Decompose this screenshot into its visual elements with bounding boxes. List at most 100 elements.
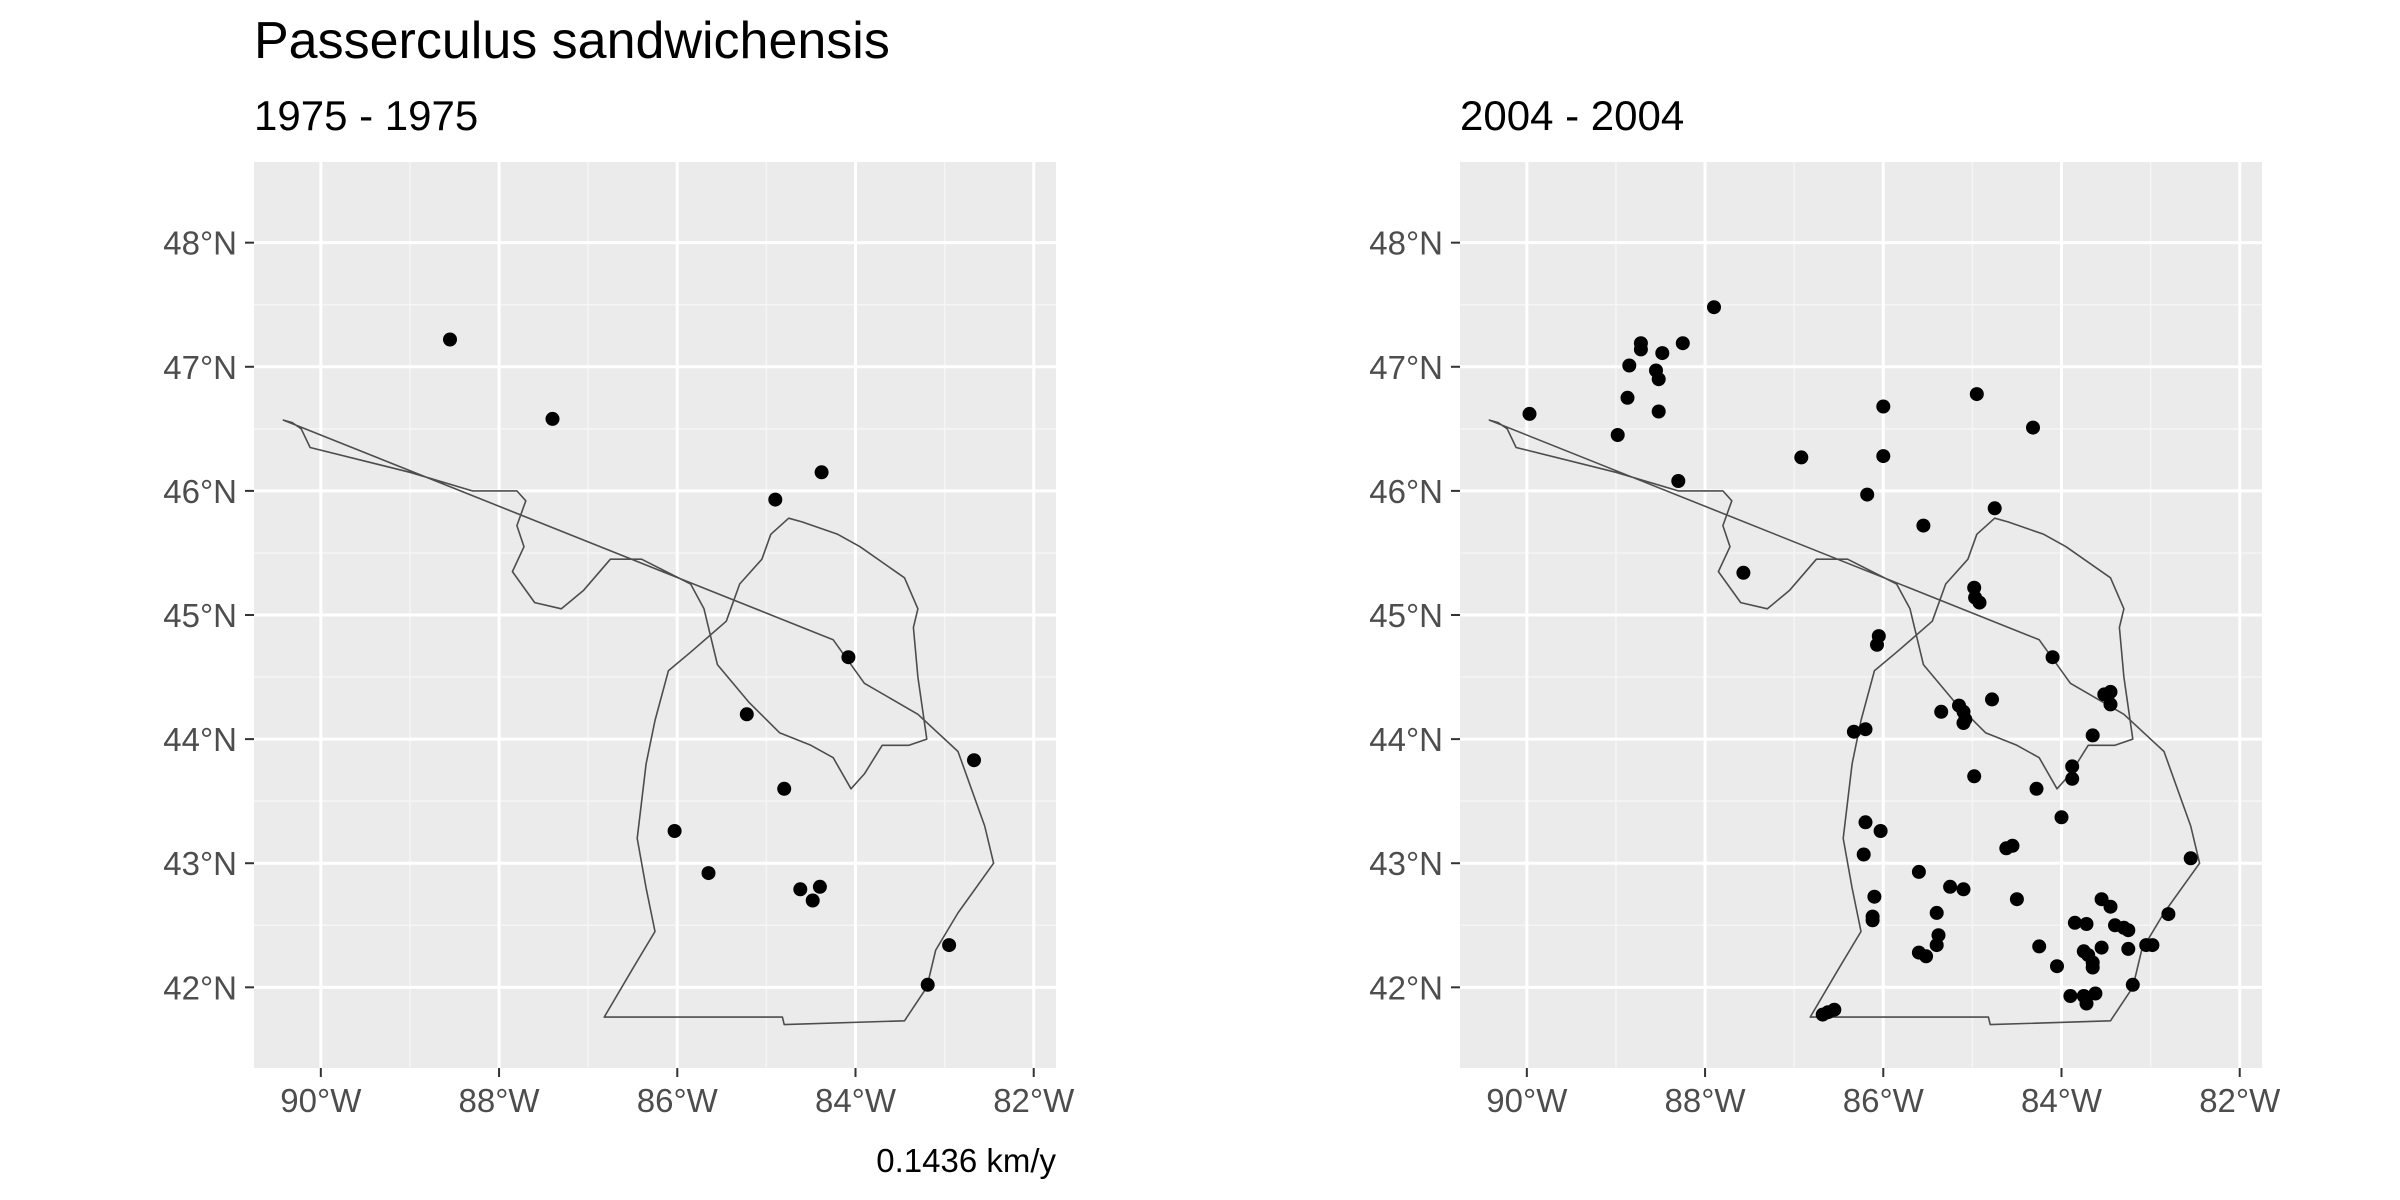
observation-point [1916,518,1931,533]
y-tick-label: 46°N [1369,473,1443,510]
observation-point [2079,996,2094,1011]
observation-point [1858,815,1873,830]
observation-point [2094,940,2109,955]
observation-point [1620,390,1635,405]
observation-point [1622,358,1637,373]
observation-point [1876,399,1891,414]
observation-point [1873,824,1888,838]
observation-point [1860,487,1875,502]
observation-point [777,781,792,796]
observation-point [2032,939,2047,954]
panel-1975: 1975 - 1975 90°W 88°W 86°W 84°W 82°W 42°N 43°N… [163,92,1075,1119]
observation-point [2067,915,2082,930]
y-tick-label: 46°N [163,473,237,510]
panel-2004: 2004 - 2004 90°W 88°W 86°W 84°W 82°W 42°N 43°N… [1369,92,2281,1119]
panel-subtitle: 2004 - 2004 [1460,92,1684,139]
observation-point [2054,810,2069,825]
observation-point [1867,889,1882,904]
x-tick-label: 88°W [459,1082,541,1119]
observation-point [2145,938,2160,953]
observation-point [739,707,754,722]
observation-point [1972,595,1987,610]
observation-point [2088,986,2103,1001]
observation-point [2026,420,2040,435]
observation-point [805,893,820,908]
observation-point [545,411,560,426]
y-tick-label: 48°N [163,225,237,262]
state-boundary [282,419,995,1026]
observation-point [1919,949,1934,964]
observation-point [2103,697,2118,712]
observation-point [443,332,457,347]
x-tick-label: 86°W [637,1082,719,1119]
y-tick-label: 47°N [1369,349,1443,386]
observation-point [2183,851,2198,866]
observation-point [1956,882,1971,897]
y-tick-label: 45°N [163,597,237,634]
observation-point [967,753,981,768]
x-tick-label: 82°W [2199,1082,2281,1119]
observation-point [1522,406,1537,421]
observation-point [1651,404,1666,419]
observation-point [701,866,716,881]
observation-point [2121,923,2136,938]
caption: 0.1436 km/y [876,1142,1056,1179]
observation-point [1956,716,1971,730]
observation-point [2103,899,2118,914]
y-tick-label: 47°N [163,349,237,386]
observation-point [2065,771,2080,786]
x-tick-label: 90°W [280,1082,362,1119]
y-tick-label: 42°N [1369,969,1443,1006]
observation-point [1610,428,1625,442]
observation-point [1911,864,1926,879]
observation-point [2079,917,2094,931]
observation-point [2085,728,2100,743]
observation-point [1827,1002,1842,1017]
observation-point [2121,941,2136,956]
observation-point [1967,769,1982,784]
observation-point [2161,907,2176,922]
y-tick-label: 44°N [163,721,237,758]
observation-point [812,879,827,894]
observation-point [1675,336,1690,351]
x-tick-label: 84°W [2021,1082,2103,1119]
observation-point [1929,905,1944,920]
x-tick-label: 84°W [815,1082,897,1119]
observation-point [2005,838,2020,853]
x-tick-label: 88°W [1665,1082,1747,1119]
observation-point [1865,913,1880,928]
panel-subtitle: 1975 - 1975 [254,92,478,139]
observation-point [2045,650,2060,665]
observation-point [2009,892,2024,907]
observation-point [1987,501,2002,516]
observation-point [1858,722,1873,737]
y-tick-label: 44°N [1369,721,1443,758]
observation-point [793,882,808,897]
observation-point [1876,449,1891,464]
observation-point [1985,692,1999,707]
observation-point [1736,565,1751,580]
y-tick-label: 48°N [1369,225,1443,262]
y-tick-label: 42°N [163,969,237,1006]
observation-point [841,650,856,665]
observation-point [1934,704,1949,719]
observation-point [920,977,935,992]
observation-point [2029,781,2044,796]
observation-point [2065,759,2080,774]
observation-point [2085,960,2100,975]
x-tick-label: 82°W [993,1082,1075,1119]
observation-point [2050,959,2064,974]
observation-point [1651,372,1666,387]
observation-point [768,492,783,507]
observation-point [1655,346,1670,361]
observation-point [2125,977,2140,992]
x-tick-label: 86°W [1843,1082,1925,1119]
observation-point [1870,637,1884,652]
x-tick-label: 90°W [1486,1082,1568,1119]
state-boundary [1488,419,2201,1026]
observation-point [1794,450,1809,465]
observation-point [1633,336,1648,351]
observation-point [1969,387,1984,402]
observation-point [1707,300,1721,315]
